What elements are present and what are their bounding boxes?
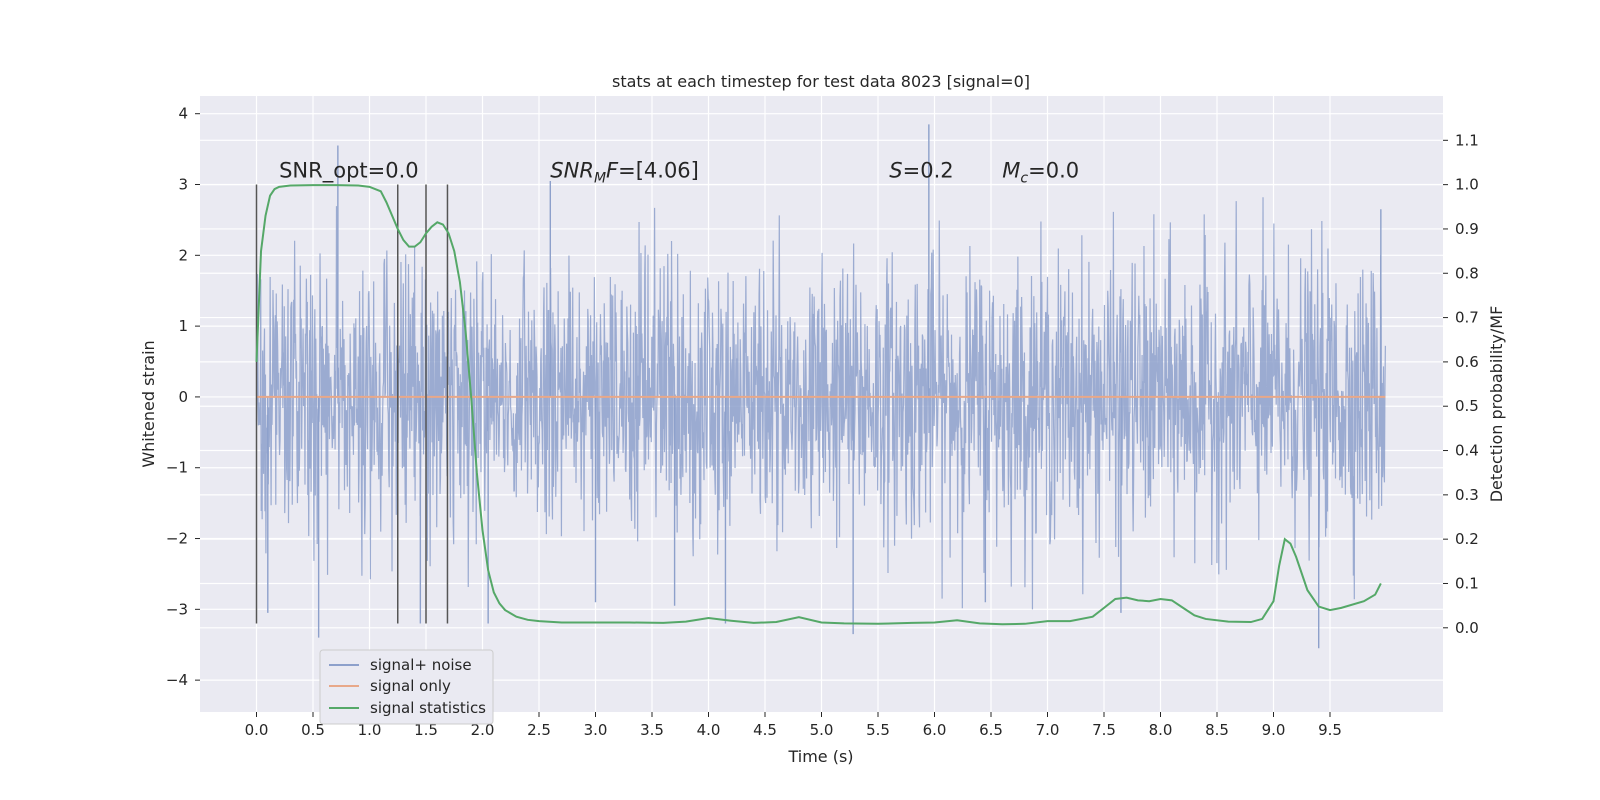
y-tick-label-7: 3 [178, 176, 188, 194]
x-tick-label-10: 5.0 [810, 721, 834, 739]
y2-tick-label-1: 0.1 [1455, 574, 1479, 592]
annotation-1: SNRMF=[4.06] [550, 158, 699, 186]
x-tick-label-19: 9.5 [1318, 721, 1342, 739]
x-tick-label-11: 5.5 [866, 721, 890, 739]
signal-noise-series [255, 124, 1386, 649]
y2-tick-label-0: 0.0 [1455, 619, 1479, 637]
y-tick-label-3: −1 [166, 459, 188, 477]
x-axis: 0.0 0.5 1.0 1.5 2.0 2.5 3.0 3.5 4.0 4.5 5.0 5.5 6.0 6… [245, 712, 1342, 739]
x-tick-label-4: 2.0 [471, 721, 495, 739]
y2-tick-label-9: 0.9 [1455, 220, 1479, 238]
y2-axis-label: Detection probability/MF [1487, 306, 1506, 503]
legend-label-signal-noise: signal+ noise [370, 656, 472, 674]
y-axis-label: Whitened strain [139, 340, 158, 467]
x-axis-label: Time (s) [787, 747, 853, 766]
y2-tick-label-10: 1.0 [1455, 176, 1479, 194]
y-tick-label-0: −4 [166, 671, 188, 689]
legend-label-signal-statistics: signal statistics [370, 699, 486, 717]
x-tick-label-17: 8.5 [1205, 721, 1229, 739]
x-tick-label-5: 2.5 [527, 721, 551, 739]
y2-tick-label-11: 1.1 [1455, 131, 1479, 149]
x-tick-label-12: 6.0 [923, 721, 947, 739]
annotation-3: Mc=0.0 [1002, 158, 1079, 186]
y2-tick-label-8: 0.8 [1455, 264, 1479, 282]
y-tick-label-5: 1 [178, 317, 188, 335]
y-axis-left: −4 −3 −2 −1 0 1 2 3 4 [166, 105, 200, 689]
signal-statistics-series [255, 184, 1382, 626]
x-tick-label-8: 4.0 [697, 721, 721, 739]
x-tick-label-13: 6.5 [979, 721, 1003, 739]
vertical-markers [255, 184, 449, 624]
y2-tick-label-6: 0.6 [1455, 353, 1479, 371]
x-tick-label-7: 3.5 [640, 721, 664, 739]
signal-noise-line [255, 197, 1386, 610]
y-axis-right: 0.0 0.1 0.2 0.3 0.4 0.5 0.6 0.7 0.8 0.9 1.0 1.1 [1443, 131, 1479, 637]
x-tick-label-3: 1.5 [414, 721, 438, 739]
x-tick-label-0: 0.0 [245, 721, 269, 739]
y2-tick-label-2: 0.2 [1455, 530, 1479, 548]
y2-tick-label-4: 0.4 [1455, 442, 1479, 460]
legend-label-signal-only: signal only [370, 677, 451, 695]
x-tick-label-16: 8.0 [1149, 721, 1173, 739]
y-tick-label-2: −2 [166, 530, 188, 548]
y2-tick-label-5: 0.5 [1455, 397, 1479, 415]
x-tick-label-18: 9.0 [1262, 721, 1286, 739]
y-tick-label-8: 4 [178, 105, 188, 123]
y2-tick-label-3: 0.3 [1455, 486, 1479, 504]
x-tick-label-1: 0.5 [301, 721, 325, 739]
y-tick-label-4: 0 [178, 388, 188, 406]
legend: signal+ noise signal only signal statist… [319, 649, 494, 725]
y2-tick-label-7: 0.7 [1455, 309, 1479, 327]
annotation-0: SNR_opt=0.0 [279, 158, 419, 183]
legend-box [319, 649, 494, 725]
annotation-2: S=0.2 [889, 158, 953, 182]
y-tick-label-1: −3 [166, 600, 188, 618]
chart-title: stats at each timestep for test data 802… [612, 72, 1030, 91]
signal-noise-peaks [267, 124, 1382, 649]
signal-statistics-line [255, 184, 1382, 626]
y-tick-label-6: 2 [178, 246, 188, 264]
annotations: SNR_opt=0.0 SNRMF=[4.06] S=0.2 Mc=0.0 [279, 158, 1079, 186]
x-tick-label-9: 4.5 [753, 721, 777, 739]
x-tick-label-6: 3.0 [584, 721, 608, 739]
x-tick-label-2: 1.0 [358, 721, 382, 739]
x-tick-label-14: 7.0 [1036, 721, 1060, 739]
x-tick-label-15: 7.5 [1092, 721, 1116, 739]
